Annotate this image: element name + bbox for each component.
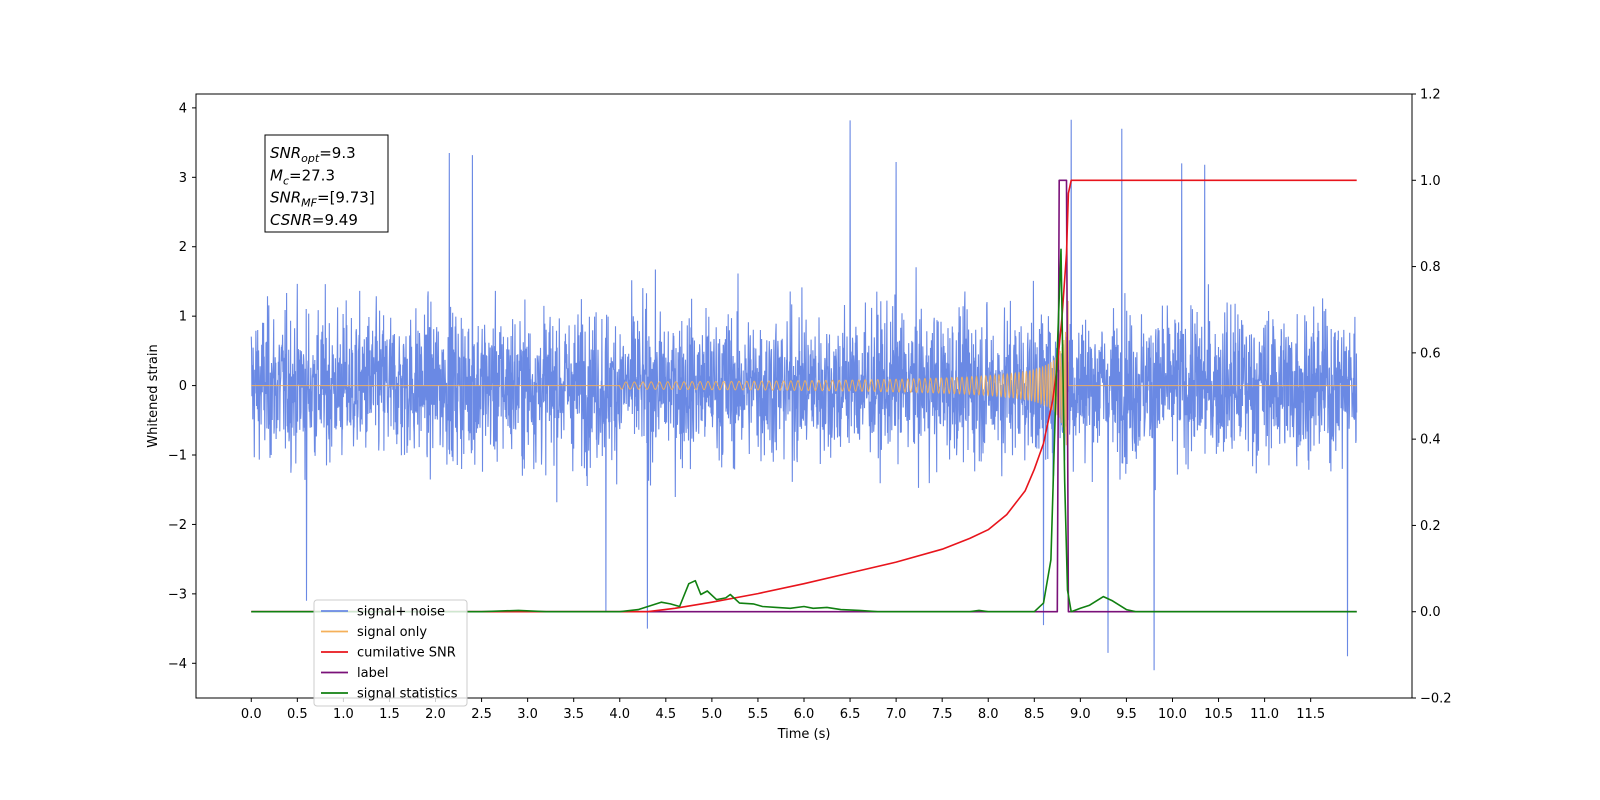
y-tick-label: −4 [168, 657, 187, 672]
x-tick-label: 10.5 [1204, 707, 1233, 722]
series-signal-noise-line [250, 119, 1358, 671]
y-axis-left: −4 −3 −2 −1 0 1 2 3 4 [168, 101, 196, 672]
x-tick-label: 7.0 [886, 707, 907, 722]
y-tick-label: 3 [179, 171, 187, 186]
x-tick-label: 2.0 [425, 707, 446, 722]
x-tick-label: 11.0 [1250, 707, 1279, 722]
x-tick-label: 4.5 [655, 707, 676, 722]
info-box-line: Mc=27.3 [270, 166, 335, 187]
x-axis-label: Time (s) [777, 727, 831, 742]
x-tick-label: 1.0 [333, 707, 354, 722]
y2-tick-label: 0.0 [1420, 605, 1441, 620]
x-tick-label: 2.5 [471, 707, 492, 722]
x-tick-label: 3.0 [517, 707, 538, 722]
x-tick-label: 6.0 [794, 707, 815, 722]
info-box-line: SNRopt=9.3 [270, 144, 356, 165]
x-tick-label: 8.5 [1024, 707, 1045, 722]
info-box-line: CSNR=9.49 [270, 211, 358, 229]
series-signal-only-line [251, 300, 1357, 464]
x-axis: 0.0 0.5 1.0 1.5 2.0 2.5 3.0 3.5 4.0 4.5 5.0 5.5 6.0 6… [241, 698, 1325, 722]
series-signal-statistics-line [251, 248, 1357, 613]
y-tick-label: −2 [168, 518, 187, 533]
x-tick-label: 9.5 [1116, 707, 1137, 722]
y2-tick-label: 1.2 [1420, 88, 1441, 103]
x-tick-label: 10.0 [1158, 707, 1187, 722]
legend-frame [313, 599, 468, 707]
y2-tick-label: 0.4 [1420, 433, 1441, 448]
legend-label: signal+ noise [357, 605, 445, 620]
x-tick-label: 11.5 [1296, 707, 1325, 722]
x-tick-label: 1.5 [379, 707, 400, 722]
y-tick-label: 1 [179, 310, 187, 325]
legend-label: signal only [357, 625, 427, 640]
info-box-frame [264, 134, 389, 233]
y-tick-label: 2 [179, 240, 187, 255]
x-tick-label: 4.0 [609, 707, 630, 722]
y-tick-label: −1 [168, 449, 187, 464]
series-cumulative-snr-line [251, 179, 1357, 613]
series-layer [250, 119, 1358, 671]
x-tick-label: 5.0 [702, 707, 723, 722]
legend-label: label [357, 666, 388, 681]
x-tick-label: 3.5 [563, 707, 584, 722]
y2-tick-label: 1.0 [1420, 174, 1441, 189]
y2-tick-label: −0.2 [1420, 692, 1452, 707]
y2-tick-label: 0.2 [1420, 519, 1441, 534]
y-tick-label: 0 [179, 379, 187, 394]
info-box-line: SNRMF=[9.73] [270, 189, 375, 210]
x-tick-label: 8.0 [978, 707, 999, 722]
legend-label: cumilative SNR [357, 646, 456, 661]
x-tick-label: 7.5 [932, 707, 953, 722]
legend-label: signal statistics [357, 687, 458, 702]
y2-tick-label: 0.8 [1420, 260, 1441, 275]
y-axis-label: Whitened strain [146, 344, 161, 447]
x-tick-label: 0.0 [241, 707, 262, 722]
x-tick-label: 9.0 [1070, 707, 1091, 722]
x-tick-label: 6.5 [840, 707, 861, 722]
y-tick-label: −3 [168, 587, 187, 602]
y-axis-right: −0.2 0.0 0.2 0.4 0.6 0.8 1.0 1.2 [1412, 88, 1452, 707]
x-tick-label: 5.5 [748, 707, 769, 722]
y2-tick-label: 0.6 [1420, 346, 1441, 361]
legend: signal+ noise signal only cumilative SNR la… [313, 599, 468, 707]
x-tick-label: 0.5 [287, 707, 308, 722]
y-tick-label: 4 [179, 101, 187, 116]
